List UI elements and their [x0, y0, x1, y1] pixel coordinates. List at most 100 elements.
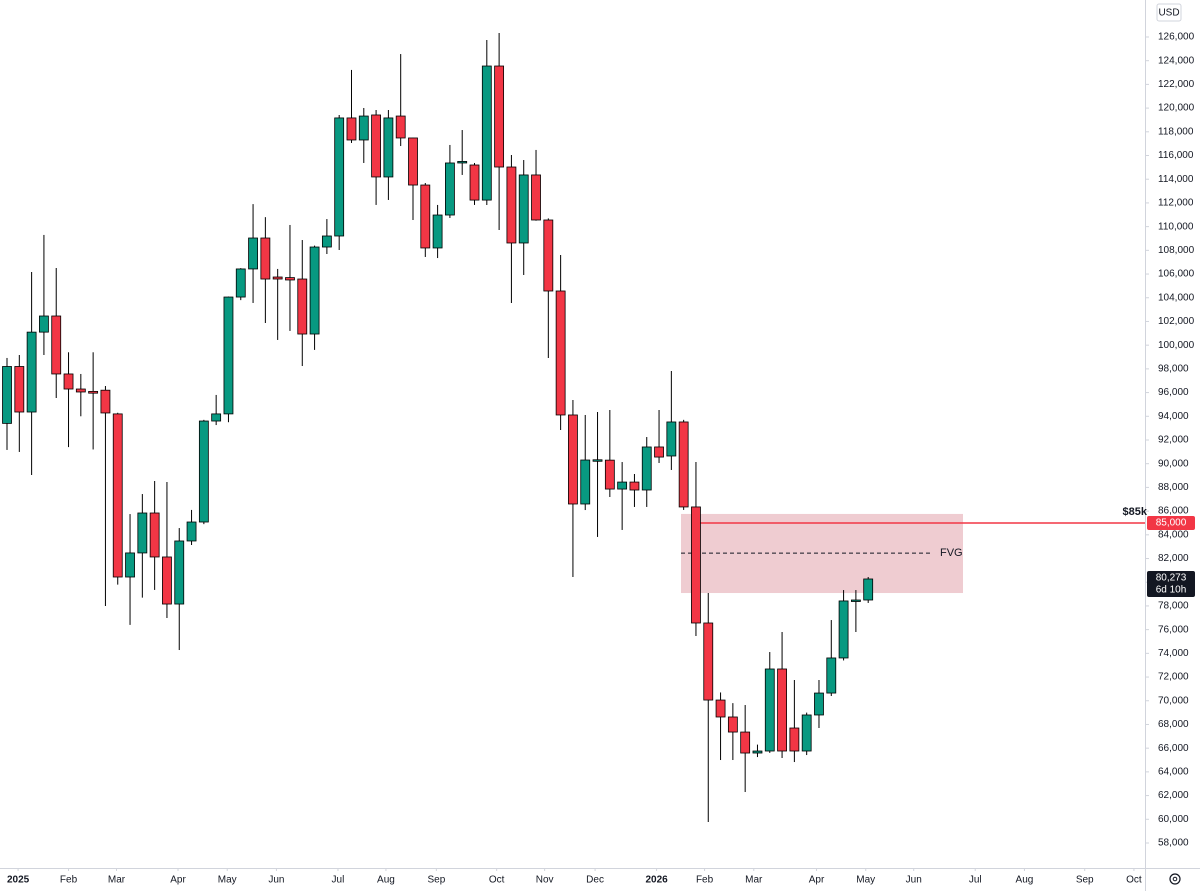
x-tick-label: Oct — [1126, 875, 1142, 886]
y-tick-label: 72,000 — [1158, 672, 1189, 683]
candle-body — [408, 137, 418, 186]
candle — [617, 462, 628, 530]
candle-body — [149, 512, 160, 558]
x-tick-label: Jul — [969, 875, 982, 886]
candle — [666, 371, 677, 470]
candle-body — [112, 413, 123, 578]
y-tick-label: 88,000 — [1158, 482, 1189, 493]
y-tick-label: 104,000 — [1158, 292, 1195, 303]
candle-body — [235, 268, 246, 298]
candle — [309, 245, 320, 350]
y-tick-label: 58,000 — [1158, 838, 1189, 849]
candle — [469, 162, 480, 205]
y-tick-label: 66,000 — [1158, 743, 1189, 754]
y-tick-label: 60,000 — [1158, 814, 1189, 825]
candle-body — [604, 459, 615, 490]
candle-body — [691, 506, 701, 624]
candle-body — [727, 716, 738, 733]
candle-body — [506, 166, 517, 244]
candle — [358, 107, 369, 163]
candle-body — [654, 446, 664, 458]
candle — [248, 204, 258, 303]
candle-body — [174, 540, 185, 605]
candle-body — [445, 162, 455, 216]
level-axis-label: 85,000 — [1156, 518, 1187, 529]
currency-box[interactable] — [1156, 3, 1182, 22]
candle — [789, 680, 800, 763]
candle-body — [740, 731, 751, 754]
x-tick-label: Jun — [906, 875, 922, 886]
x-tick-label: Jul — [332, 875, 345, 886]
candle — [125, 514, 135, 625]
candle — [740, 705, 751, 793]
x-tick-label: Oct — [489, 875, 505, 886]
candle-body — [629, 481, 640, 491]
candle — [838, 590, 849, 661]
candle — [162, 481, 172, 619]
x-tick-label: Aug — [377, 875, 395, 886]
candle-body — [125, 552, 135, 578]
candle — [691, 462, 701, 637]
candle — [494, 32, 505, 230]
candle — [14, 354, 25, 452]
y-tick-label: 122,000 — [1158, 79, 1195, 90]
candle — [432, 204, 443, 259]
x-tick-label: Dec — [586, 875, 604, 886]
y-tick-label: 102,000 — [1158, 316, 1195, 327]
y-tick-label: 98,000 — [1158, 364, 1189, 375]
y-tick-label: 76,000 — [1158, 624, 1189, 635]
candle — [75, 373, 86, 417]
candle-body — [752, 750, 763, 754]
candle-body — [75, 388, 86, 393]
candle — [481, 39, 492, 205]
candle — [801, 712, 812, 756]
candle-body — [481, 65, 492, 201]
candle-body — [248, 237, 258, 270]
candle-body — [321, 235, 332, 248]
candle-body — [641, 446, 652, 491]
candle — [235, 268, 246, 301]
y-tick-label: 74,000 — [1158, 648, 1189, 659]
candle — [568, 400, 578, 578]
candle-body — [777, 668, 787, 752]
candle-body — [260, 237, 271, 280]
candle — [223, 296, 234, 423]
candle-body — [383, 117, 394, 178]
candle — [863, 577, 874, 603]
y-tick-label: 82,000 — [1158, 553, 1189, 564]
y-tick-label: 86,000 — [1158, 506, 1189, 517]
candle-body — [223, 296, 234, 415]
y-tick-label: 96,000 — [1158, 387, 1189, 398]
candle-body — [531, 174, 541, 221]
candle-body — [457, 161, 468, 164]
y-tick-label: 90,000 — [1158, 458, 1189, 469]
currency: USD — [1158, 8, 1179, 19]
candle-body — [2, 366, 12, 424]
candle-body — [863, 578, 874, 601]
candle-body — [137, 512, 148, 554]
candle-body — [801, 714, 812, 752]
candle — [850, 590, 861, 633]
x-tick-label: Sep — [1076, 875, 1094, 886]
candle-body — [543, 219, 554, 292]
candle-body — [617, 481, 628, 490]
x-tick-label: Feb — [696, 875, 714, 886]
x-tick-label: Mar — [108, 875, 126, 886]
candle-body — [814, 692, 824, 716]
candle-body — [789, 727, 800, 752]
candle-body — [100, 389, 111, 414]
candle-body — [297, 278, 308, 335]
x-tick-label: Aug — [1016, 875, 1034, 886]
candle-body — [358, 115, 369, 141]
x-tick-label: 2026 — [645, 875, 668, 886]
candle — [543, 218, 554, 358]
candle-body — [272, 276, 283, 280]
candle — [604, 409, 615, 497]
candle-body — [420, 184, 431, 249]
candle-body — [666, 421, 677, 457]
y-tick-label: 120,000 — [1158, 103, 1195, 114]
candle — [88, 352, 99, 450]
candle — [63, 352, 74, 448]
settings-icon[interactable] — [1169, 873, 1181, 885]
